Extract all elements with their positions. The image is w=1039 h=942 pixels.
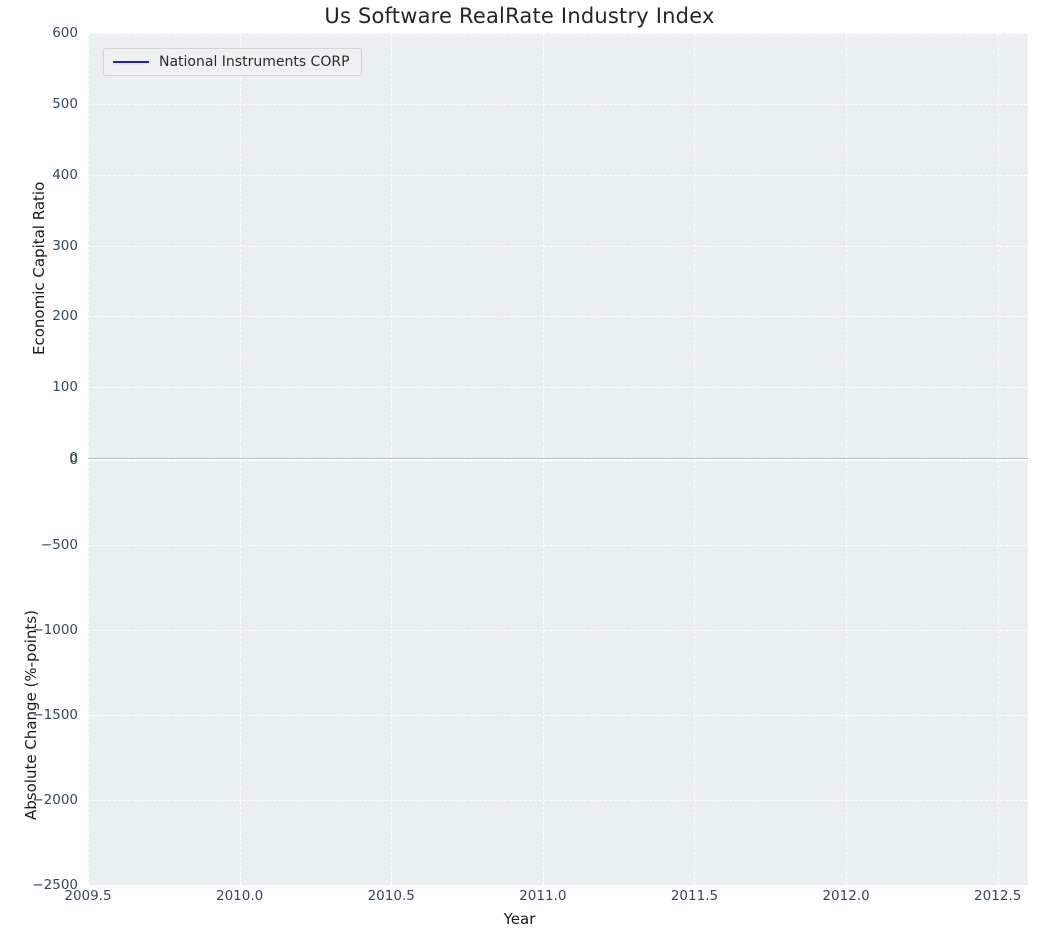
- gridline-vertical: [88, 460, 89, 885]
- gridline-vertical: [542, 33, 544, 458]
- y-tick-label: 0: [69, 452, 78, 468]
- gridline-horizontal: [88, 33, 1028, 34]
- y-tick-label: 300: [52, 237, 78, 254]
- gridline-vertical: [694, 460, 696, 885]
- gridline-vertical: [846, 460, 848, 885]
- gridline-vertical: [239, 33, 241, 458]
- gridline-vertical: [391, 33, 393, 458]
- y-tick-label: 100: [52, 379, 78, 396]
- chart-title: Us Software RealRate Industry Index: [324, 4, 715, 28]
- gridline-horizontal: [88, 545, 1028, 546]
- y-axis-label-top: Economic Capital Ratio: [30, 181, 48, 355]
- gridline-vertical: [542, 460, 544, 885]
- legend-line-icon: [113, 61, 149, 63]
- x-tick-label: 2012.0: [822, 888, 870, 904]
- y-tick-label: −1000: [32, 622, 78, 638]
- gridline-vertical: [694, 33, 696, 458]
- gridline-horizontal: [88, 630, 1028, 631]
- panel-divider: [88, 458, 1028, 459]
- x-tick-label: 2010.0: [215, 888, 264, 904]
- y-tick-label: −2500: [32, 877, 78, 893]
- y-tick-label: 500: [52, 95, 78, 112]
- legend: National Instruments CORP: [103, 48, 362, 76]
- x-axis-label: Year: [503, 910, 536, 928]
- gridline-vertical: [391, 460, 393, 885]
- gridline-horizontal: [88, 800, 1028, 801]
- gridline-horizontal: [88, 460, 1028, 461]
- y-tick-label: −1500: [32, 707, 78, 723]
- gridline-vertical: [997, 33, 999, 458]
- y-tick-label: 0: [69, 450, 78, 466]
- y-tick-label: −2000: [32, 792, 78, 808]
- y-tick-label: −500: [40, 537, 78, 553]
- legend-label-national-instruments: National Instruments CORP: [159, 54, 350, 70]
- x-tick-label: 2010.5: [367, 888, 415, 904]
- gridline-vertical: [88, 33, 89, 458]
- gridline-vertical: [997, 460, 999, 885]
- x-tick-label: 2012.5: [974, 888, 1022, 904]
- x-tick-label: 2009.5: [64, 888, 112, 904]
- gridline-horizontal: [88, 316, 1028, 318]
- y-tick-label: 200: [52, 308, 78, 325]
- gridline-vertical: [846, 33, 848, 458]
- y-tick-label: 600: [52, 25, 78, 41]
- y-tick-label: 400: [52, 166, 78, 183]
- gridline-vertical: [239, 460, 241, 885]
- gridline-horizontal: [88, 103, 1028, 105]
- gridline-horizontal: [88, 174, 1028, 176]
- gridline-horizontal: [88, 245, 1028, 247]
- plot-area-economic-capital-ratio: [88, 33, 1028, 458]
- plot-area-absolute-change: [88, 460, 1028, 885]
- gridline-horizontal: [88, 715, 1028, 716]
- x-tick-label: 2011.5: [670, 888, 719, 904]
- x-tick-label: 2011.0: [519, 888, 567, 904]
- gridline-horizontal: [88, 387, 1028, 389]
